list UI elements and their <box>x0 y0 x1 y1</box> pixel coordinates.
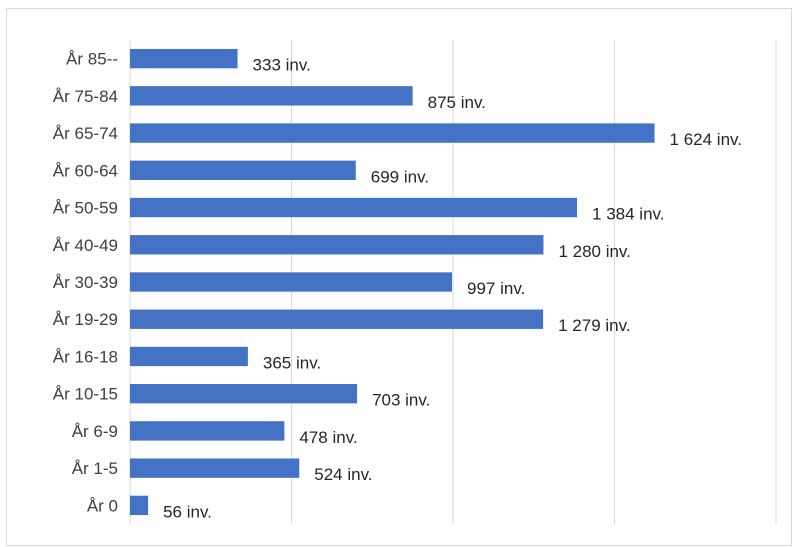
category-label: År 10-15 <box>53 385 118 404</box>
data-label: 478 inv. <box>299 428 357 447</box>
bar <box>130 495 149 516</box>
bar <box>130 272 453 292</box>
category-label: År 0 <box>87 496 118 515</box>
bar-series <box>130 48 655 516</box>
data-label: 1 384 inv. <box>592 205 664 224</box>
category-label: År 85-- <box>66 50 118 69</box>
category-label: År 30-39 <box>53 273 118 292</box>
category-label: År 50-59 <box>53 199 118 218</box>
bar <box>130 86 413 106</box>
category-label: År 1-5 <box>72 459 118 478</box>
bar <box>130 197 578 218</box>
data-labels: 333 inv. 875 inv. 1 624 inv. 699 inv. 1 384 … <box>163 56 742 522</box>
category-label: År 65-74 <box>53 124 118 143</box>
data-label: 56 inv. <box>163 502 212 521</box>
bar <box>130 235 544 255</box>
category-label: År 75-84 <box>53 87 118 106</box>
bar <box>130 421 285 441</box>
bar <box>130 48 238 69</box>
bar <box>130 123 655 143</box>
data-label: 333 inv. <box>253 56 311 75</box>
bar <box>130 346 248 367</box>
bar <box>130 458 300 478</box>
bar <box>130 160 356 180</box>
category-label: År 60-64 <box>53 161 118 180</box>
data-label: 1 280 inv. <box>558 242 630 261</box>
data-label: 365 inv. <box>263 353 321 372</box>
data-label: 699 inv. <box>371 167 429 186</box>
data-label: 875 inv. <box>428 93 486 112</box>
data-label: 524 inv. <box>314 465 372 484</box>
data-label: 703 inv. <box>372 391 430 410</box>
category-label: År 6-9 <box>72 422 118 441</box>
bar <box>130 384 358 404</box>
data-label: 997 inv. <box>467 279 525 298</box>
bar <box>130 309 544 329</box>
category-label: År 19-29 <box>53 310 118 329</box>
category-axis-labels: År 85-- År 75-84 År 65-74 År 60-64 År 50-59 Å… <box>53 50 118 516</box>
category-label: År 16-18 <box>53 347 118 366</box>
data-label: 1 624 inv. <box>670 130 742 149</box>
data-label: 1 279 inv. <box>558 316 630 335</box>
category-label: År 40-49 <box>53 236 118 255</box>
